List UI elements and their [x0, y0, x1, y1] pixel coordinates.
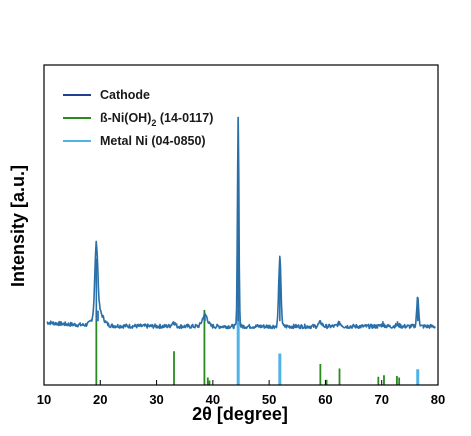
x-tick-label: 50 — [262, 392, 276, 407]
legend-label-ref2: Metal Ni (04-0850) — [100, 134, 206, 148]
x-tick-label: 40 — [206, 392, 220, 407]
cathode-pattern-line — [46, 117, 436, 330]
reference-sticks-layer — [95, 310, 420, 385]
x-tick-label: 20 — [93, 392, 107, 407]
x-axis: 10 20 30 40 50 60 70 80 — [37, 380, 445, 407]
x-tick-label: 10 — [37, 392, 51, 407]
x-tick-label: 80 — [431, 392, 445, 407]
legend-label-cathode: Cathode — [100, 88, 150, 102]
legend-label-ref1: ß-Ni(OH)2 (14-0117) — [100, 111, 213, 128]
y-axis-title: Intensity [a.u.] — [8, 165, 28, 287]
x-tick-label: 70 — [374, 392, 388, 407]
x-tick-label: 60 — [318, 392, 332, 407]
x-axis-title: 2θ [degree] — [192, 404, 288, 424]
pattern-layer — [46, 116, 436, 330]
x-tick-label: 30 — [149, 392, 163, 407]
plot-frame — [43, 64, 439, 386]
legend: Cathode ß-Ni(OH)2 (14-0117) Metal Ni (04-0… — [63, 88, 213, 148]
